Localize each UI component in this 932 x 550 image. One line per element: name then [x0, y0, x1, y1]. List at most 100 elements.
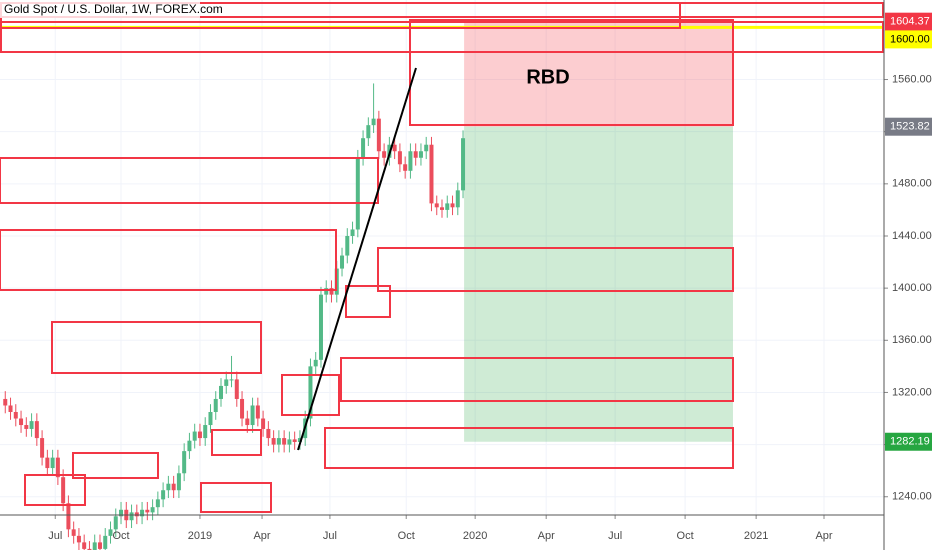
candle-body: [366, 125, 371, 139]
candle-body: [140, 509, 145, 517]
background: [0, 0, 884, 515]
candle-body: [445, 203, 450, 210]
target-zone: [464, 21, 733, 127]
candle-body: [203, 425, 208, 439]
candle-body: [103, 535, 108, 549]
price-label: 1604.37: [890, 16, 930, 28]
chart-title: Gold Spot / U.S. Dollar, 1W, FOREX.com: [4, 2, 223, 16]
candle-body: [440, 207, 444, 210]
candle-body: [355, 157, 360, 230]
candle-body: [408, 151, 413, 171]
price-label-bg: [885, 432, 932, 451]
x-tick-label: Jul: [608, 530, 622, 542]
candle-body: [66, 503, 71, 530]
candle-body: [371, 118, 376, 126]
y-tick-label: 1560.00: [892, 73, 932, 85]
zone-box: [200, 482, 272, 513]
zone-box: [0, 21, 884, 53]
candle-body: [292, 439, 297, 442]
trend-line: [297, 67, 417, 451]
candle-body: [261, 418, 266, 429]
zone-box: [409, 19, 734, 126]
zone-box: [281, 374, 340, 416]
candle-body: [287, 439, 292, 445]
candle-body: [450, 203, 455, 208]
candle-body: [276, 438, 281, 445]
y-tick-label: 1360.00: [892, 334, 932, 346]
zone-label: RBD: [526, 66, 569, 88]
candle-body: [97, 542, 102, 549]
candle-body: [282, 438, 287, 445]
candle-body: [434, 203, 439, 208]
candle-body: [187, 440, 192, 452]
candle-body: [308, 366, 313, 419]
candle-body: [329, 288, 334, 295]
candle-body: [418, 151, 423, 158]
price-label: 1600.00: [890, 33, 930, 45]
candle-body: [245, 418, 250, 426]
x-tick-label: 2020: [463, 530, 487, 542]
candle-body: [19, 418, 24, 426]
price-label: 1282.19: [890, 436, 930, 448]
candle-body: [3, 398, 8, 406]
candle-body: [376, 118, 381, 152]
candle-body: [87, 548, 92, 550]
x-tick-label: Oct: [112, 530, 129, 542]
candle-body: [208, 412, 213, 426]
candle-body: [119, 509, 124, 517]
x-tick-label: Oct: [398, 530, 415, 542]
candle-body: [113, 516, 118, 530]
candle-body: [171, 483, 176, 491]
candle-body: [429, 144, 434, 204]
candle-body: [13, 412, 18, 419]
candle-body: [155, 499, 160, 508]
y-tick-label: 1240.00: [892, 491, 932, 503]
candle-body: [45, 457, 50, 469]
candle-body: [255, 405, 260, 419]
y-tick-label: 1400.00: [892, 282, 932, 294]
candle-body: [413, 151, 418, 158]
x-tick-label: Oct: [677, 530, 694, 542]
candle-body: [213, 398, 218, 412]
candle-body: [29, 421, 34, 429]
zone-box: [211, 429, 262, 456]
price-label: 1523.82: [890, 121, 930, 133]
candle-body: [145, 509, 150, 513]
candle-body: [318, 294, 323, 360]
x-tick-label: Jul: [323, 530, 337, 542]
x-tick-label: Apr: [538, 530, 555, 542]
candle-body: [461, 138, 466, 191]
candle-body: [92, 542, 97, 550]
price-label-bg: [885, 117, 932, 136]
zone-box: [324, 427, 734, 469]
candle-body: [219, 385, 223, 399]
zone-box: [51, 321, 262, 374]
candle-body: [24, 425, 29, 429]
position-tool: RBD: [0, 21, 884, 442]
candle-body: [229, 379, 234, 381]
zone-box: [24, 474, 86, 506]
title-bg: [0, 0, 200, 18]
candle-body: [161, 490, 166, 500]
candle-body: [403, 164, 408, 171]
zone-box: [377, 247, 734, 292]
candle-body: [350, 229, 355, 236]
candle-body: [192, 431, 197, 441]
candle-body: [340, 255, 345, 269]
x-tick-label: 2019: [188, 530, 212, 542]
y-tick-label: 1320.00: [892, 386, 932, 398]
price-label-bg: [885, 30, 932, 49]
zone-box: [0, 157, 379, 204]
candle-body: [224, 379, 229, 386]
candle-body: [240, 398, 245, 419]
x-tick-label: 2021: [744, 530, 768, 542]
candle-body: [76, 535, 81, 543]
candle-body: [71, 529, 76, 536]
x-tick-label: Apr: [253, 530, 270, 542]
candle-body: [40, 438, 45, 458]
candle-body: [134, 512, 139, 517]
candle-body: [397, 151, 402, 165]
candle-body: [108, 529, 113, 536]
